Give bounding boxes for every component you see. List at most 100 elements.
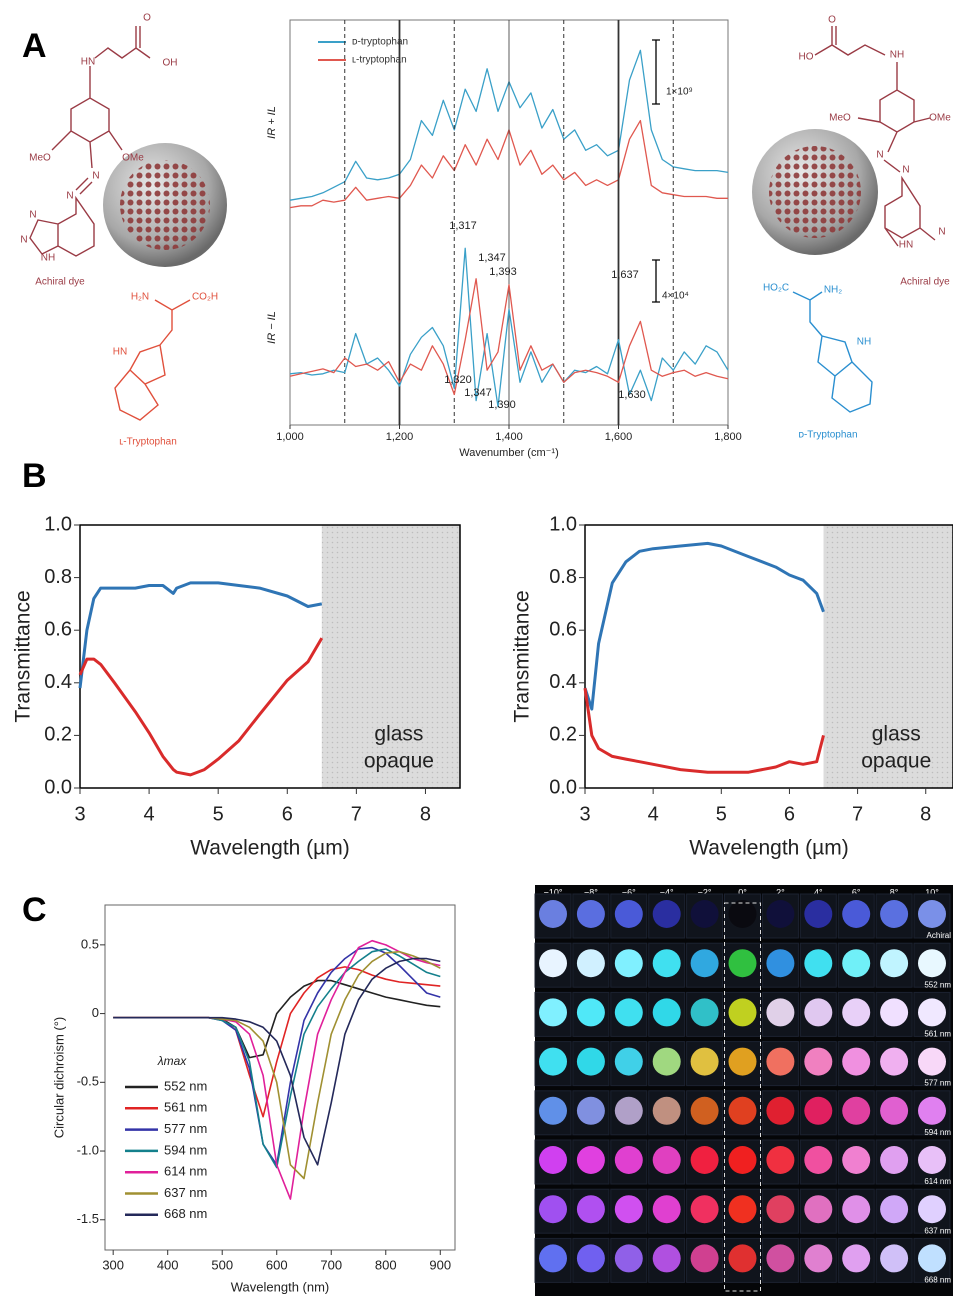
photo-swatch (691, 1146, 719, 1174)
atom-label: OH (163, 58, 178, 69)
y-tick-label: 0.6 (549, 618, 577, 640)
x-tick-label: 700 (320, 1257, 342, 1272)
x-tick-label: 400 (157, 1257, 179, 1272)
photo-swatch (880, 900, 908, 928)
photo-swatch (804, 949, 832, 977)
x-tick-label: 1,400 (495, 431, 523, 443)
plot-frame (105, 905, 455, 1250)
photo-swatch (653, 1097, 681, 1125)
atom-label: N (92, 171, 99, 182)
photo-swatch (804, 900, 832, 928)
x-tick-label: 7 (351, 803, 362, 825)
photo-swatch (577, 1195, 605, 1223)
y-tick-label: -1.5 (77, 1211, 99, 1226)
page: A B C O HN OH MeO OMe N N N N NH Achiral… (0, 0, 953, 1296)
photo-swatch (539, 998, 567, 1026)
y-tick-label: -0.5 (77, 1074, 99, 1089)
photo-swatch (729, 1048, 757, 1076)
peak-label: 1,393 (489, 266, 517, 278)
photo-swatch (880, 998, 908, 1026)
photo-swatch (766, 1146, 794, 1174)
photo-swatch (804, 1146, 832, 1174)
x-tick-label: 1,600 (605, 431, 633, 443)
structure-caption: Achiral dye (35, 277, 85, 288)
series-line (80, 638, 322, 775)
y-tick-label: 0.2 (44, 724, 72, 746)
y-axis-label: Transmittance (511, 590, 534, 722)
photo-swatch (615, 1146, 643, 1174)
row-label: 561 nm (924, 1030, 951, 1039)
x-tick-label: 6 (784, 803, 795, 825)
photo-swatch (766, 1097, 794, 1125)
photo-swatch (691, 949, 719, 977)
peak-label: 1,630 (618, 389, 646, 401)
y-axis-label: Circular dichroism (°) (51, 1017, 66, 1139)
photo-swatch (766, 1048, 794, 1076)
x-tick-label: 6 (282, 803, 293, 825)
y-tick-label: 0.6 (44, 618, 72, 640)
atom-label: O (828, 15, 836, 26)
legend-label: 552 nm (164, 1078, 207, 1093)
figure: A B C O HN OH MeO OMe N N N N NH Achiral… (0, 0, 953, 1296)
y-tick-label: 1.0 (549, 513, 577, 535)
atom-label: O (143, 13, 151, 24)
photo-swatch (577, 998, 605, 1026)
photo-swatch (653, 1195, 681, 1223)
photo-swatch (577, 1146, 605, 1174)
photo-swatch (804, 1195, 832, 1223)
photo-swatch (918, 1146, 946, 1174)
x-tick-label: 500 (211, 1257, 233, 1272)
legend-label: 637 nm (164, 1185, 207, 1200)
photo-swatch (842, 1146, 870, 1174)
photo-swatch (653, 1146, 681, 1174)
x-tick-label: 300 (102, 1257, 124, 1272)
atom-label: NH (41, 253, 55, 264)
photo-swatch (615, 949, 643, 977)
peak-label: 1,347 (478, 252, 506, 264)
atom-label: HO₂C (763, 283, 789, 294)
peak-label: 1,320 (444, 374, 472, 386)
photo-swatch (766, 900, 794, 928)
photo-swatch (691, 998, 719, 1026)
y-tick-label: 0.4 (44, 671, 72, 693)
photo-swatch (691, 900, 719, 928)
photo-swatch (539, 949, 567, 977)
photo-swatch (842, 1244, 870, 1272)
photo-swatch (729, 949, 757, 977)
panel-label: B (22, 457, 47, 495)
atom-label: HN (113, 347, 127, 358)
x-tick-label: 4 (144, 803, 155, 825)
atom-label: H₂N (131, 292, 149, 303)
atom-label: MeO (29, 153, 51, 164)
row-label: 614 nm (924, 1177, 951, 1186)
photo-swatch (653, 949, 681, 977)
photo-swatch (577, 1097, 605, 1125)
atom-label: N (20, 235, 27, 246)
region-label: opaque (364, 750, 434, 773)
photo-swatch (918, 1244, 946, 1272)
atom-label: N (876, 150, 883, 161)
photo-swatch (766, 949, 794, 977)
d-tryptophan: HO₂C NH₂ NH ᴅ-Tryptophan (763, 283, 872, 441)
peak-label: 1,390 (488, 399, 516, 411)
structure-caption: Achiral dye (900, 277, 950, 288)
photo-swatch (615, 900, 643, 928)
y-tick-label: 0.0 (549, 776, 577, 798)
photo-swatch (804, 998, 832, 1026)
photo-swatch (880, 1097, 908, 1125)
photo-swatch (615, 1195, 643, 1223)
photo-swatch (577, 900, 605, 928)
photo-swatch (615, 998, 643, 1026)
atom-label: HN (81, 57, 95, 68)
panel-label: C (22, 891, 47, 929)
photo-swatch (880, 1146, 908, 1174)
scale-bar (652, 260, 660, 302)
x-tick-label: 8 (920, 803, 931, 825)
left-dye: O HN OH MeO OMe N N N N NH Achiral dye (20, 13, 227, 288)
panel-label: A (22, 27, 47, 65)
y-tick-label: 0.2 (549, 724, 577, 746)
y-tick-label: -1.0 (77, 1142, 99, 1157)
atom-label: MeO (829, 113, 851, 124)
photo-swatch (880, 1244, 908, 1272)
photo-swatch (880, 1048, 908, 1076)
